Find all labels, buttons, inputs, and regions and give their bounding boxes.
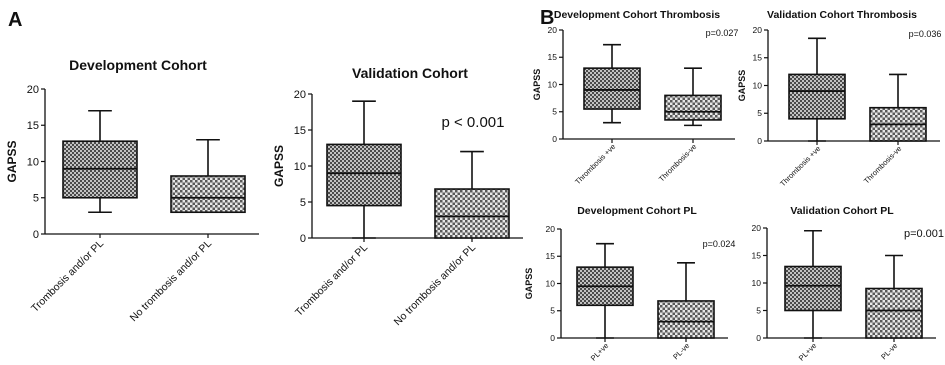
y-tick-label: 5 [33,193,39,205]
y-tick-label: 5 [550,306,555,316]
y-axis-label: GAPSS [5,140,19,182]
y-tick-label: 0 [33,229,39,241]
chart-title: Development Cohort Thrombosis [554,9,720,21]
y-tick-label: 10 [753,80,763,90]
x-category-label: PL+ve [797,341,819,363]
p-value-annotation: p=0.024 [703,239,736,249]
y-tick-label: 0 [550,333,555,343]
y-tick-label: 10 [752,278,762,288]
chart-val_a: Validation Cohort 0 5 10 15 20 GAPSS Trombosis … [272,65,523,328]
y-axis-label: GAPSS [272,145,286,187]
y-tick-label: 20 [546,224,556,234]
box-body [664,94,722,121]
x-category-label: Thrombosis +ve [573,142,617,186]
y-tick-label: 10 [548,79,558,89]
charts-group: Development Cohort 0 5 10 15 20 GAPSS Trombosis… [5,9,944,363]
y-tick-label: 10 [546,278,556,288]
y-tick-label: 5 [756,305,761,315]
y-tick-label: 20 [27,84,39,96]
box-body [583,67,641,110]
box-body [434,188,510,239]
y-tick-label: 15 [548,52,558,62]
y-axis-label: GAPSS [532,69,542,101]
y-tick-label: 0 [552,134,557,144]
x-category-label: Thrombosis-ve [657,142,698,183]
p-value-annotation: p=0.036 [909,29,942,39]
y-axis-label: GAPSS [737,70,747,102]
y-tick-label: 0 [300,233,306,245]
chart-dev_thr: Development Cohort Thrombosis 0 5 10 15 20 GAP… [532,9,738,186]
y-tick-label: 5 [300,197,306,209]
chart-title: Validation Cohort Thrombosis [767,9,917,21]
panel-label-b: B [540,7,554,29]
box-body [865,287,923,339]
x-category-label: PL-ve [879,341,899,361]
x-category-label: Trombosis and/or PL [293,242,370,319]
y-tick-label: 20 [753,25,763,35]
x-category-label: PL-ve [671,341,691,361]
y-tick-label: 15 [753,53,763,63]
y-tick-label: 15 [294,125,306,137]
y-tick-label: 15 [752,250,762,260]
y-tick-label: 5 [552,107,557,117]
chart-dev_a: Development Cohort 0 5 10 15 20 GAPSS Trombosis… [5,57,259,324]
y-tick-label: 0 [757,136,762,146]
y-tick-label: 20 [548,25,558,35]
chart-dev_pl: Development Cohort PL 0 5 10 15 20 GAPSS PL+ve P… [524,205,735,363]
y-tick-label: 10 [294,161,306,173]
y-axis-label: GAPSS [524,268,534,300]
box-body [784,265,842,312]
y-tick-label: 0 [756,333,761,343]
box-body [326,143,402,207]
y-tick-label: 15 [27,120,39,132]
x-category-label: No trombosis and/or PL [128,238,215,325]
chart-title: Development Cohort [69,57,207,73]
box-body [170,175,246,214]
y-tick-label: 20 [294,89,306,101]
y-tick-label: 10 [27,156,39,168]
p-value-annotation: p < 0.001 [442,114,505,131]
chart-title: Development Cohort PL [577,205,697,217]
box-body [657,300,715,339]
x-category-label: Trombosis and/or PL [29,238,106,315]
y-tick-label: 20 [752,223,762,233]
x-category-label: No trombosis and/or PL [392,242,479,329]
p-value-annotation: p=0.027 [706,28,739,38]
y-tick-label: 5 [757,108,762,118]
x-category-label: Thrombosis-ve [862,144,903,185]
x-category-label: Thrombosis +ve [778,144,822,188]
chart-val_pl: Validation Cohort PL 0 5 10 15 20 PL+ve PL-ve p=… [752,205,945,363]
panel-label-a: A [8,9,22,31]
chart-title: Validation Cohort PL [790,205,894,217]
chart-val_thr: Validation Cohort Thrombosis 0 5 10 15 20 GAPS… [737,9,941,188]
y-tick-label: 15 [546,251,556,261]
p-value-annotation: p=0.001 [904,228,944,240]
x-category-label: PL+ve [589,341,611,363]
chart-title: Validation Cohort [352,65,468,81]
box-body [788,73,846,120]
